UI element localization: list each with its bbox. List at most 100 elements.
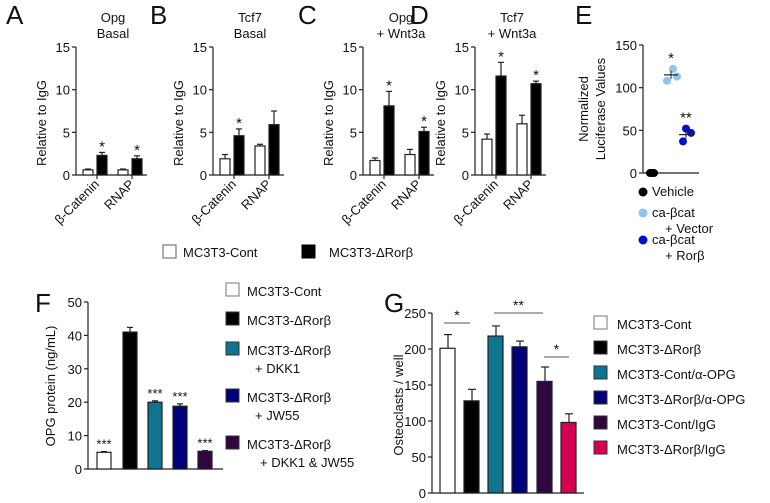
y-tick-label: 10 <box>455 83 469 98</box>
panel-f: 0 10 20 30 40 50 OPG protein (ng/mL) *** *** *** *… <box>43 282 354 477</box>
y-tick-label: 0 <box>419 486 426 501</box>
legend-swatch <box>593 315 608 330</box>
y-axis-label: Osteoclasts / well <box>391 354 406 455</box>
y-tick-label: 5 <box>63 125 70 140</box>
panel-letter-e: E <box>575 0 592 30</box>
legend-label-line2: + Vector <box>665 221 714 236</box>
significance-marker: ** <box>680 110 692 127</box>
legend-swatch <box>225 311 240 326</box>
y-tick-label: 10 <box>68 429 82 444</box>
y-axis-label: Relative to IgG <box>433 80 448 166</box>
legend-marker <box>638 208 648 218</box>
panel-letter-g: G <box>384 288 404 318</box>
data-point <box>663 76 671 85</box>
x-tick-label: β-Catenin <box>51 177 102 228</box>
bar <box>511 346 528 494</box>
significance-marker: ** <box>513 297 524 313</box>
shared-legend: MC3T3-Cont MC3T3-ΔRorβ <box>162 244 413 260</box>
y-tick-label: 0 <box>462 168 469 183</box>
bar <box>560 421 577 494</box>
legend-label: MC3T3-Cont <box>183 245 258 260</box>
y-tick-label: 250 <box>404 306 426 321</box>
legend-label: ca-βcat <box>652 232 695 247</box>
x-tick-label: RNAP <box>388 177 424 213</box>
y-tick-label: 15 <box>193 40 207 55</box>
legend-marker <box>638 187 648 197</box>
y-axis-label: Normalized <box>576 76 591 142</box>
y-tick-label: 10 <box>56 83 70 98</box>
y-tick-label: 40 <box>68 328 82 343</box>
bar-drorb <box>383 105 395 176</box>
panel-title: Tcf7 <box>500 10 524 25</box>
y-axis-label: Luciferase Values <box>593 57 608 160</box>
y-tick-label: 5 <box>350 125 357 140</box>
legend-label: MC3T3-ΔRorβ <box>247 313 331 328</box>
legend-swatch <box>593 415 608 430</box>
legend-label: ca-βcat <box>652 205 695 220</box>
y-tick-label: 50 <box>412 450 426 465</box>
bar-drorb <box>418 130 430 176</box>
data-point <box>673 72 681 81</box>
panel-subtitle: + Wnt3a <box>377 26 427 41</box>
y-tick-label: 10 <box>193 83 207 98</box>
y-axis-label: OPG protein (ng/mL) <box>43 326 58 447</box>
panel-letter-f: F <box>35 288 51 318</box>
significance-marker: * <box>454 307 460 323</box>
legend-label-line2: + DKK1 & JW55 <box>260 455 354 470</box>
bar-cont <box>219 158 231 176</box>
legend-marker <box>638 235 648 245</box>
significance-marker: * <box>134 142 140 159</box>
significance-marker: *** <box>172 389 187 404</box>
bar <box>147 401 163 470</box>
x-tick-label: RNAP <box>500 177 536 213</box>
x-tick-label: β-Catenin <box>188 177 239 228</box>
legend-label: MC3T3-ΔRorβ/IgG <box>617 442 726 457</box>
legend-label: Vehicle <box>652 184 694 199</box>
data-point <box>682 124 690 133</box>
bar-drorb <box>530 83 542 176</box>
bar-drorb <box>131 158 143 176</box>
panel-subtitle: Basal <box>234 26 267 41</box>
legend-swatch-drorb <box>301 244 316 259</box>
bar <box>439 347 456 494</box>
legend-label: MC3T3-ΔRorβ <box>247 390 331 405</box>
panel-title: Tcf7 <box>238 10 262 25</box>
legend-label-line2: + DKK1 <box>255 361 300 376</box>
legend-label: MC3T3-ΔRorβ <box>247 343 331 358</box>
panel-subtitle: + Wnt3a <box>488 26 538 41</box>
legend-swatch <box>225 282 240 297</box>
significance-marker: * <box>421 113 427 130</box>
legend-label: MC3T3-Cont/IgG <box>617 417 716 432</box>
legend-label-line2: + Rorβ <box>665 248 705 263</box>
y-tick-label: 5 <box>462 125 469 140</box>
y-tick-label: 100 <box>615 81 637 96</box>
y-tick-label: 200 <box>404 342 426 357</box>
bar-cont <box>404 153 416 176</box>
bar-cont <box>516 123 528 176</box>
significance-marker: * <box>554 341 560 357</box>
y-tick-label: 30 <box>68 362 82 377</box>
y-tick-label: 20 <box>68 395 82 410</box>
panel-letter-d: D <box>410 0 429 30</box>
y-tick-label: 0 <box>350 168 357 183</box>
legend-label: MC3T3-ΔRorβ <box>329 245 413 260</box>
bar <box>96 451 112 470</box>
bar <box>487 335 504 494</box>
panel-title: Opg <box>389 10 414 25</box>
y-tick-label: 100 <box>404 414 426 429</box>
legend-label: MC3T3-Cont <box>247 284 322 299</box>
bar-cont <box>82 169 94 176</box>
panel-letter-a: A <box>6 0 24 30</box>
legend-swatch-cont <box>162 244 177 259</box>
y-tick-label: 5 <box>200 125 207 140</box>
significance-marker: *** <box>197 436 212 451</box>
legend-label: MC3T3-Cont <box>617 317 692 332</box>
panel-title: Opg <box>101 10 126 25</box>
significance-marker: * <box>668 50 674 67</box>
significance-marker: * <box>99 138 105 155</box>
legend-label: MC3T3-Cont/α-OPG <box>617 367 736 382</box>
legend-swatch <box>225 388 240 403</box>
legend-label: MC3T3-ΔRorβ <box>617 342 701 357</box>
